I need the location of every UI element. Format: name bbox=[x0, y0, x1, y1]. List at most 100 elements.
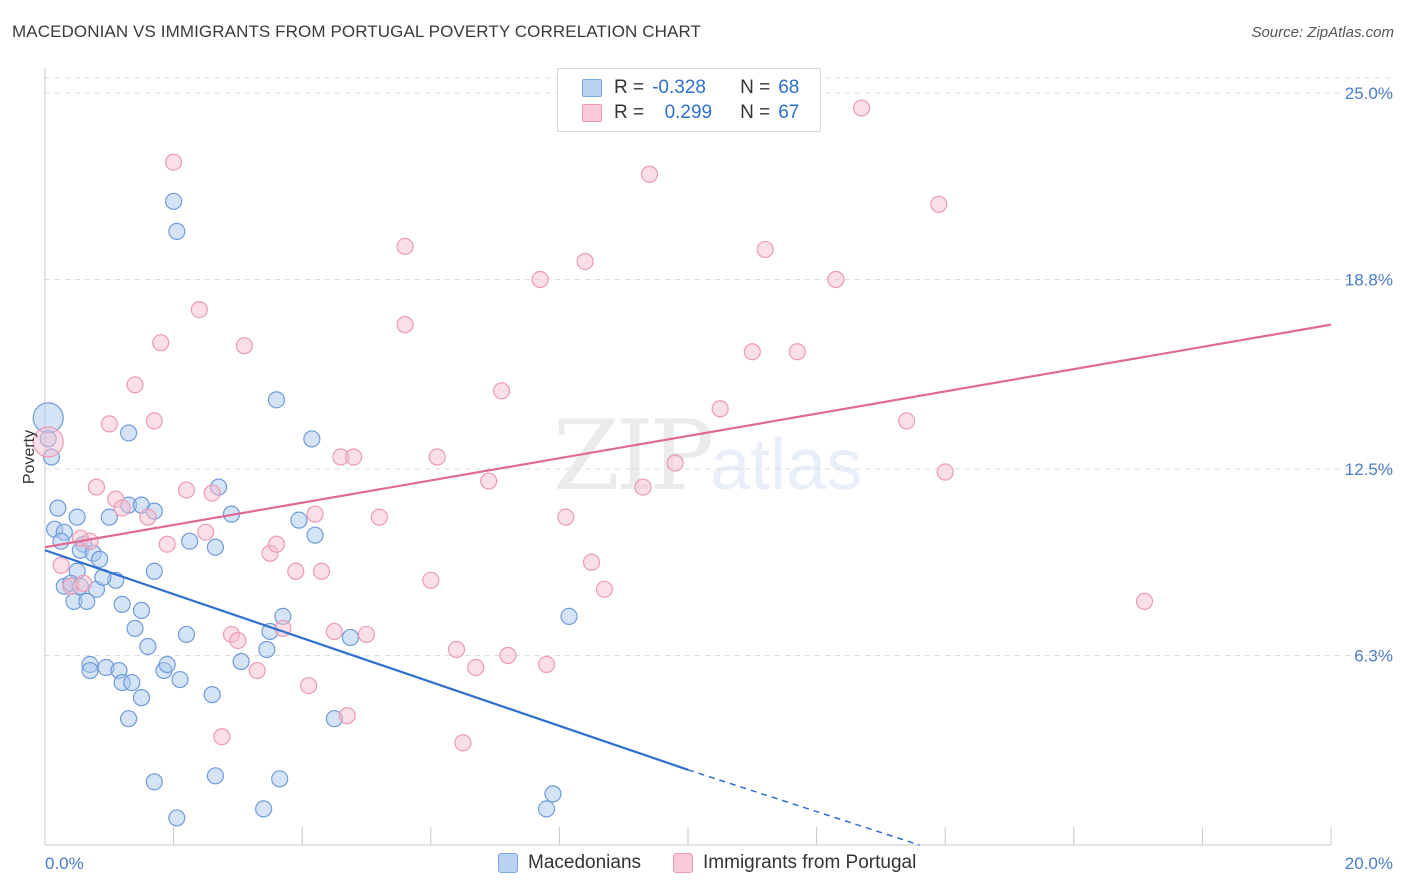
trend-lines bbox=[44, 323, 1332, 846]
macedonians-trend-extension bbox=[687, 769, 920, 846]
portugal-point bbox=[100, 415, 118, 433]
portugal-point bbox=[139, 508, 157, 526]
macedonians-point bbox=[119, 710, 138, 728]
macedonians-point bbox=[258, 640, 276, 659]
portugal-point bbox=[756, 240, 774, 259]
macedonians-point bbox=[168, 809, 186, 827]
macedonians-point bbox=[100, 508, 118, 526]
portugal-point bbox=[152, 334, 170, 352]
legend-item-portugal[interactable]: Immigrants from Portugal bbox=[673, 852, 916, 874]
legend-n-value: 67 bbox=[778, 102, 800, 123]
portugal-point bbox=[827, 270, 845, 289]
correlation-legend: R = -0.328 N = 68 R = 0.299 N = 67 bbox=[557, 68, 821, 132]
macedonians-points bbox=[32, 192, 578, 827]
macedonians-point bbox=[206, 767, 224, 785]
macedonians-point bbox=[341, 628, 360, 647]
macedonians-point bbox=[537, 800, 556, 818]
portugal-point bbox=[467, 658, 485, 677]
series-legend: Macedonians Immigrants from Portugal bbox=[498, 852, 948, 874]
legend-r-label: R = bbox=[614, 77, 645, 98]
y-axis-label: Poverty bbox=[21, 430, 38, 484]
portugal-point bbox=[177, 481, 196, 499]
macedonians-point bbox=[126, 619, 144, 638]
portugal-point bbox=[287, 562, 305, 580]
portugal-point bbox=[190, 301, 208, 319]
portugal-trend-line bbox=[44, 323, 1332, 549]
macedonians-point bbox=[267, 391, 286, 409]
portugal-point bbox=[74, 574, 93, 592]
portugal-point bbox=[165, 153, 183, 171]
portugal-point bbox=[595, 580, 614, 598]
portugal-point bbox=[357, 625, 376, 644]
portugal-point bbox=[936, 463, 954, 481]
portugal-point bbox=[52, 556, 70, 574]
macedonians-point bbox=[78, 592, 96, 610]
legend-item-macedonians[interactable]: Macedonians bbox=[498, 852, 641, 874]
portugal-point bbox=[229, 631, 247, 650]
portugal-point bbox=[300, 676, 318, 695]
macedonians-point bbox=[560, 607, 578, 626]
macedonians-point bbox=[171, 670, 189, 689]
legend-swatch-blue bbox=[498, 853, 518, 873]
macedonians-point bbox=[158, 655, 176, 674]
legend-swatch-blue bbox=[582, 79, 602, 97]
portugal-point bbox=[113, 499, 131, 517]
y-tick-label: 6.3% bbox=[1354, 647, 1393, 666]
portugal-point bbox=[87, 478, 106, 496]
portugal-point bbox=[370, 508, 388, 526]
macedonians-point bbox=[145, 562, 163, 580]
watermark: ZIPatlas bbox=[553, 400, 862, 512]
macedonians-point bbox=[145, 773, 163, 791]
macedonians-point bbox=[132, 601, 151, 619]
macedonians-point bbox=[165, 192, 183, 210]
portugal-point bbox=[557, 508, 575, 526]
watermark-atlas: atlas bbox=[710, 425, 863, 505]
portugal-point bbox=[1135, 592, 1154, 610]
portugal-point bbox=[126, 376, 144, 394]
portugal-point bbox=[582, 553, 601, 571]
portugal-point bbox=[480, 472, 498, 490]
macedonians-point bbox=[168, 222, 186, 240]
portugal-point bbox=[158, 535, 176, 553]
macedonians-point bbox=[206, 538, 224, 556]
legend-swatch-pink bbox=[673, 853, 694, 873]
x-tick-label-max: 20.0% bbox=[1345, 854, 1393, 873]
macedonians-point bbox=[52, 532, 70, 550]
macedonians-point bbox=[49, 499, 67, 517]
legend-row-portugal: R = 0.299 N = 67 bbox=[582, 101, 799, 125]
chart-title: MACEDONIAN VS IMMIGRANTS FROM PORTUGAL P… bbox=[12, 22, 702, 41]
portugal-point bbox=[576, 252, 594, 271]
macedonians-point bbox=[306, 526, 324, 544]
axes bbox=[44, 68, 1332, 846]
legend-swatch-pink bbox=[582, 104, 602, 122]
watermark-zip: ZIP bbox=[553, 400, 714, 512]
portugal-point bbox=[711, 400, 729, 418]
portugal-point bbox=[499, 646, 517, 665]
axis-labels: 6.3% 12.5% 18.8% 25.0% 0.0% 20.0% Poverty bbox=[21, 84, 1393, 873]
portugal-point bbox=[306, 505, 324, 523]
macedonians-point bbox=[271, 770, 289, 788]
source-label: Source: ZipAtlas.com bbox=[1251, 24, 1394, 41]
portugal-point bbox=[640, 165, 659, 183]
portugal-point bbox=[447, 640, 466, 659]
y-tick-label: 12.5% bbox=[1345, 460, 1393, 479]
legend-r-value: -0.328 bbox=[652, 77, 706, 98]
portugal-point bbox=[197, 523, 215, 541]
portugal-point bbox=[930, 195, 948, 213]
x-tick-label-min: 0.0% bbox=[45, 854, 84, 873]
portugal-point bbox=[788, 343, 806, 361]
legend-r-label: R = bbox=[614, 102, 645, 123]
portugal-point bbox=[145, 412, 163, 430]
portugal-point bbox=[853, 99, 871, 117]
portugal-point bbox=[428, 448, 446, 466]
legend-row-macedonians: R = -0.328 N = 68 bbox=[582, 76, 799, 100]
legend-n-label: N = bbox=[740, 102, 771, 123]
macedonians-point bbox=[132, 689, 151, 707]
portugal-point bbox=[898, 412, 916, 430]
y-tick-label: 18.8% bbox=[1345, 271, 1393, 290]
macedonians-point bbox=[303, 430, 321, 448]
legend-n-value: 68 bbox=[778, 77, 800, 98]
portugal-point bbox=[267, 535, 286, 553]
portugal-point bbox=[537, 655, 556, 674]
